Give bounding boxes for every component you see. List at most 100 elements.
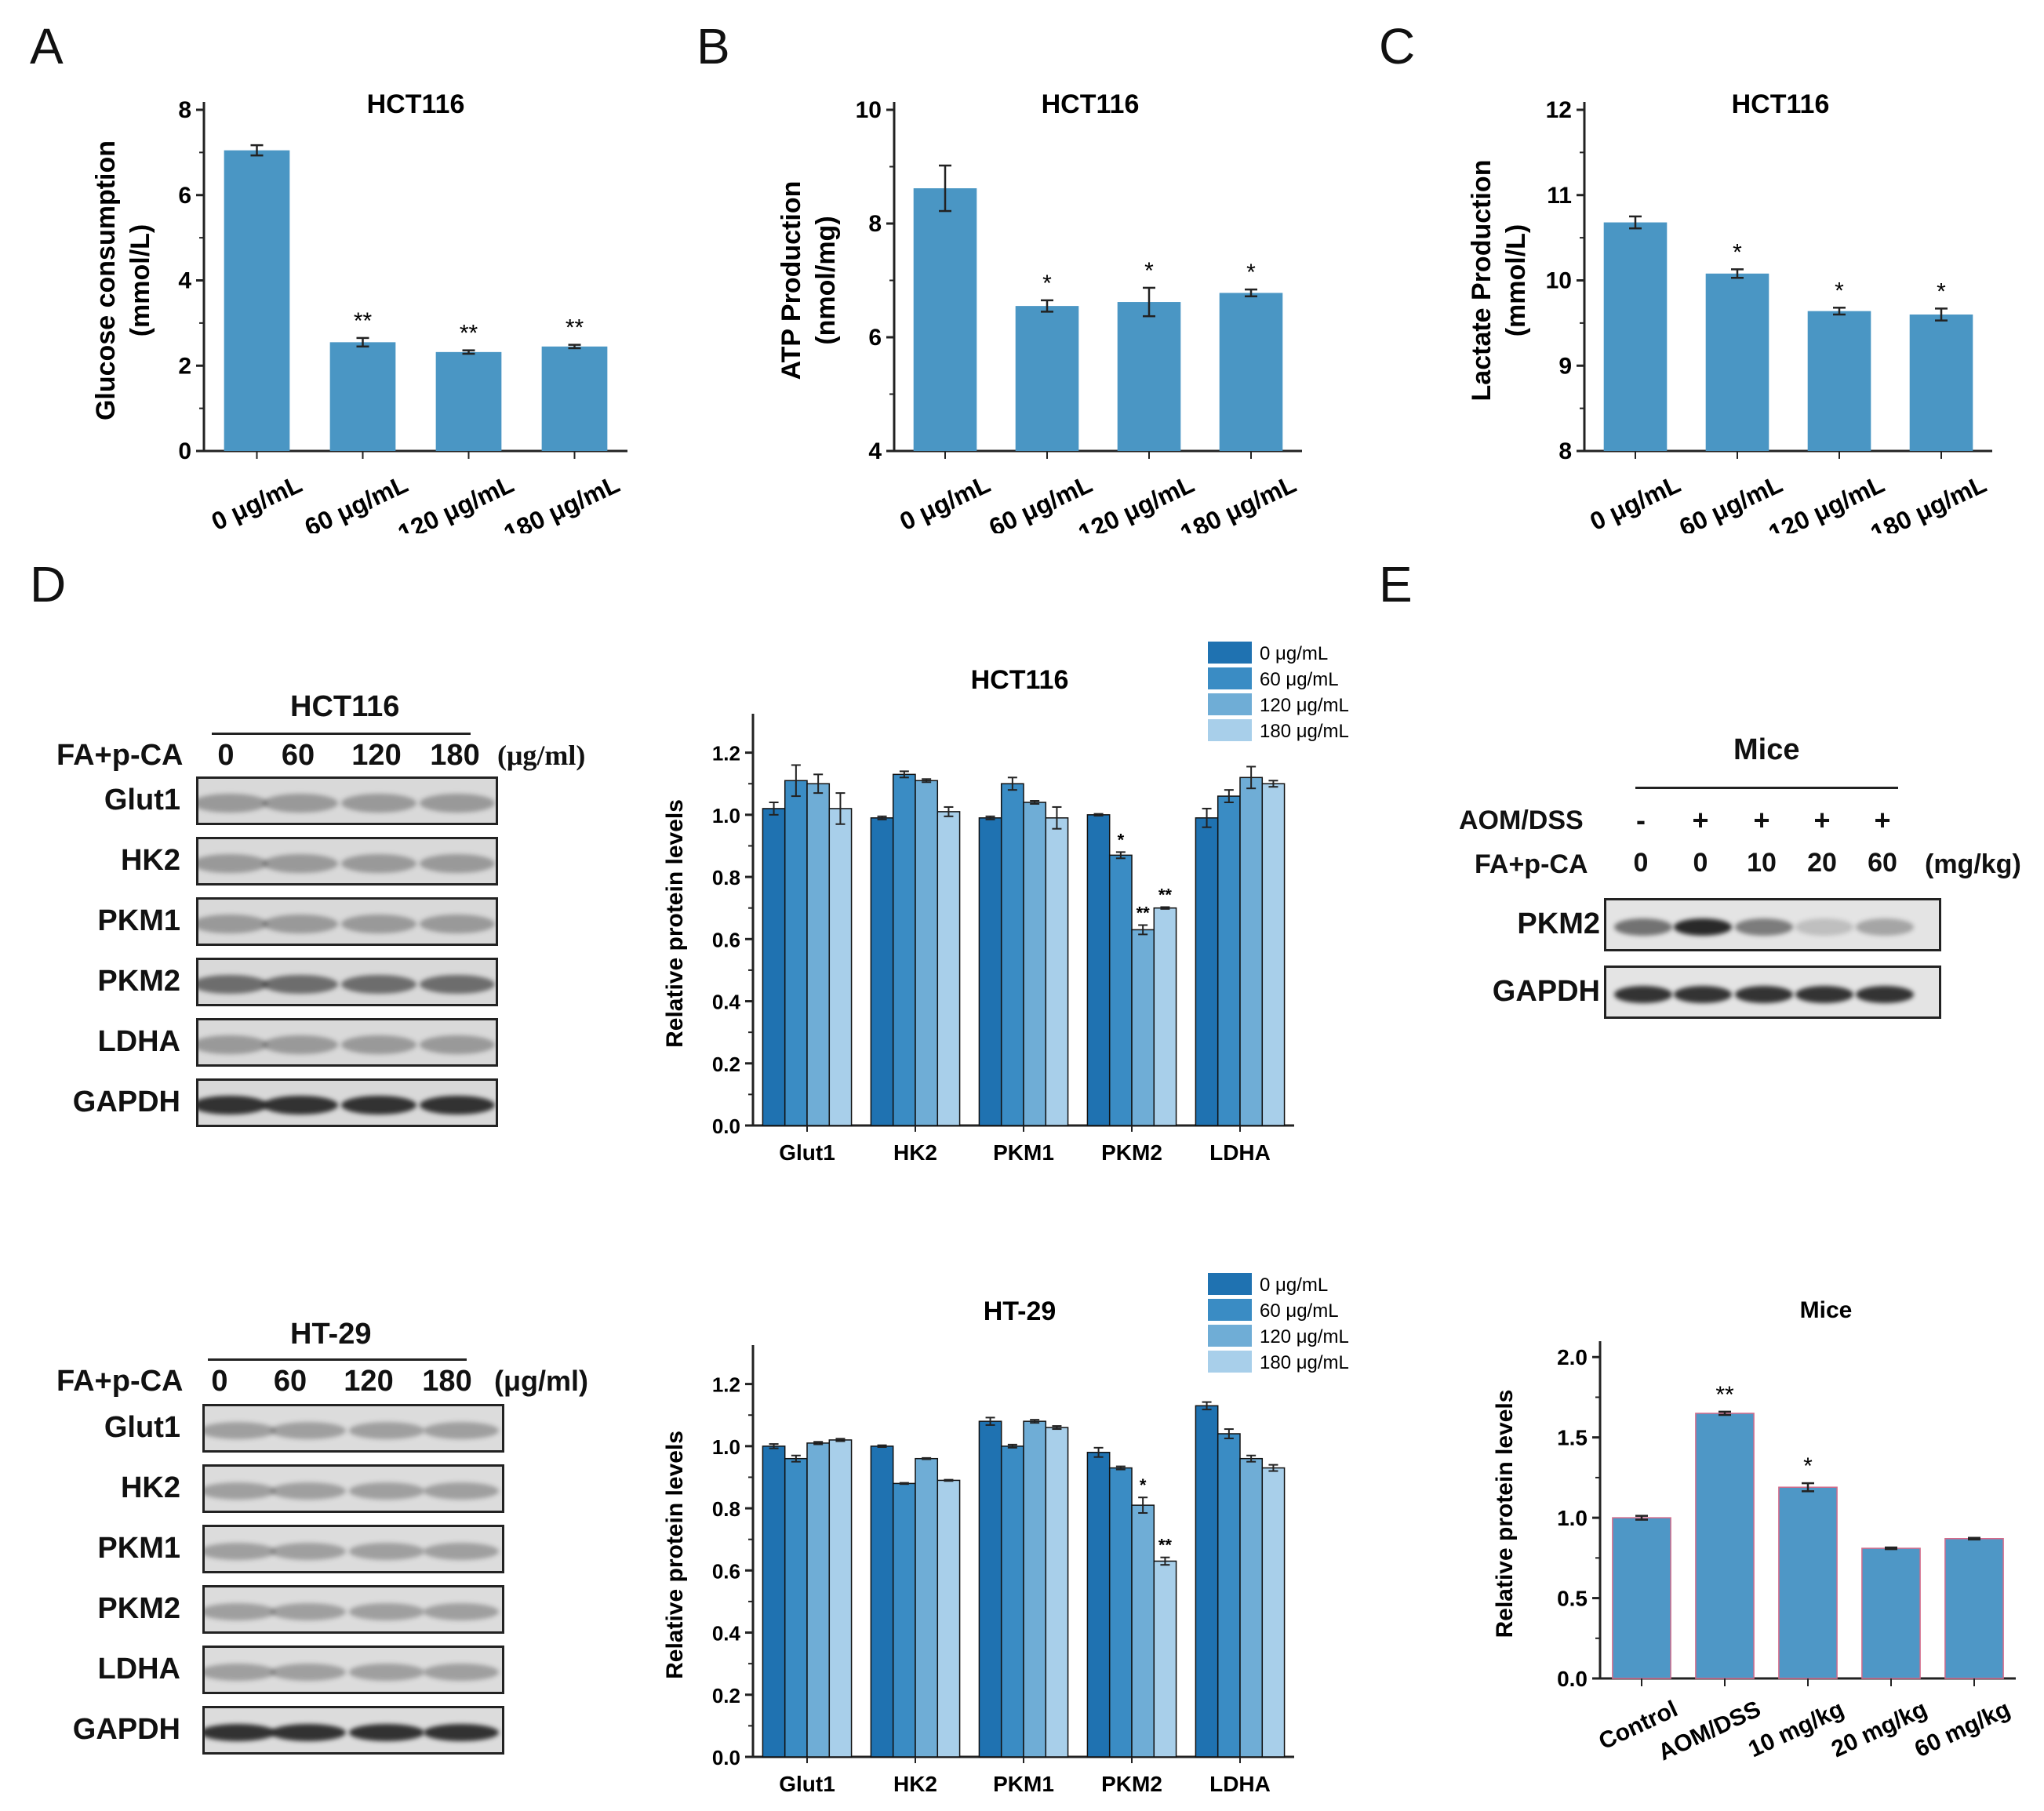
bar	[1023, 1420, 1047, 1758]
bar	[892, 1482, 916, 1758]
lane-label: 180	[430, 739, 480, 772]
blot-title: HT-29	[290, 1318, 372, 1351]
blot-band	[198, 975, 267, 994]
blot-row-label: LDHA	[97, 1653, 180, 1686]
blot-band	[424, 1422, 499, 1439]
blot-strip-hk2	[202, 1464, 504, 1513]
blot-row-label: HK2	[120, 844, 180, 877]
blot-row-label: HK2	[120, 1471, 180, 1504]
bar	[1217, 795, 1241, 1126]
blot-band	[205, 1422, 275, 1439]
y-tick-label: 0.0	[712, 1746, 740, 1769]
bar	[329, 342, 396, 451]
x-tick-label: PKM2	[1101, 1140, 1162, 1165]
blot-row-label: GAPDH	[72, 1086, 180, 1118]
bar	[915, 1457, 939, 1758]
blot-mice: Mice AOM/DSS FA+p-CA - + + + + 0 0 10 20 60 (mg/…	[1451, 733, 2039, 1031]
significance-label: *	[1835, 278, 1844, 304]
bar	[1217, 1433, 1241, 1758]
blot-band	[420, 1096, 495, 1115]
x-tick-label: LDHA	[1209, 1140, 1271, 1165]
bar	[1000, 783, 1024, 1126]
blot-band	[424, 1543, 499, 1560]
bar	[1944, 1538, 2004, 1679]
blot-row-label: GAPDH	[1492, 975, 1600, 1008]
bar	[1219, 293, 1283, 451]
legend-swatch	[1208, 1351, 1252, 1373]
blot-row-label: Glut1	[104, 784, 180, 816]
y-tick-label: 9	[1558, 353, 1572, 379]
y-tick-label: 6	[868, 325, 882, 351]
blot-title-line	[1635, 787, 1898, 789]
chart-title: HCT116	[367, 89, 465, 119]
legend-swatch	[1208, 719, 1252, 741]
aom-dss-mark: +	[1692, 804, 1709, 836]
blot-band	[341, 1096, 416, 1115]
dose-label: 0	[1693, 848, 1708, 878]
bar	[1195, 817, 1219, 1126]
y-tick-label: 1.0	[712, 804, 740, 827]
y-tick-label: 0.8	[712, 1497, 740, 1521]
bar	[1261, 783, 1286, 1126]
chart-title: HCT116	[1732, 89, 1830, 119]
x-tick-label: HK2	[893, 1140, 937, 1165]
unit-label: (μg/ml)	[494, 1365, 589, 1397]
dose-label: 0	[1633, 848, 1649, 878]
blot-strip-gapdh	[1604, 966, 1941, 1019]
x-tick-label: 0 μg/mL	[207, 470, 306, 533]
y-tick-label: 2.0	[1557, 1345, 1588, 1369]
bar	[224, 150, 290, 451]
treatment-label: FA+p-CA	[1475, 849, 1588, 879]
blot-band	[198, 1035, 267, 1054]
blot-band	[205, 1603, 275, 1620]
blot-title-line	[208, 1358, 467, 1361]
legend-swatch	[1208, 642, 1252, 664]
legend-label: 120 μg/mL	[1260, 695, 1349, 716]
legend-label: 180 μg/mL	[1260, 1352, 1349, 1373]
blot-band	[263, 794, 338, 813]
bar	[784, 780, 808, 1126]
blot-band	[1795, 986, 1853, 1003]
blot-band	[349, 1603, 424, 1620]
y-tick-label: 10	[1546, 268, 1572, 294]
blot-strip-ldha	[196, 1018, 498, 1067]
x-tick-label: 0 μg/mL	[1586, 470, 1685, 533]
significance-label: **	[1158, 1536, 1173, 1555]
blot-band	[341, 915, 416, 933]
bar	[784, 1457, 808, 1758]
blot-band	[424, 1724, 499, 1741]
blot-band	[1674, 986, 1732, 1003]
blot-band	[341, 1035, 416, 1054]
y-tick-label: 0.8	[712, 866, 740, 889]
blot-strip-hk2	[196, 837, 498, 885]
significance-label: **	[1715, 1382, 1734, 1408]
aom-dss-mark: -	[1636, 804, 1646, 836]
blot-band	[349, 1724, 424, 1741]
dose-label: 20	[1807, 848, 1837, 878]
blot-treatment-label: FA+p-CA	[56, 1365, 184, 1398]
bar	[1909, 315, 1973, 451]
blot-row-label: PKM2	[97, 1592, 180, 1625]
aom-dss-label: AOM/DSS	[1459, 805, 1584, 835]
panel-letter-a: A	[30, 18, 64, 75]
significance-label: *	[1246, 260, 1256, 285]
blot-band	[205, 1664, 275, 1681]
blot-band	[1795, 918, 1853, 936]
panel-letter-d: D	[30, 556, 67, 613]
y-axis-unit: (nmol/mg)	[811, 216, 841, 344]
blot-strip-gapdh	[196, 1078, 498, 1127]
legend-label: 60 μg/mL	[1260, 1300, 1339, 1322]
x-tick-label: 180 μg/mL	[1866, 470, 1991, 533]
blot-band	[341, 975, 416, 994]
bar	[1807, 311, 1871, 451]
aom-dss-mark: +	[1874, 804, 1891, 836]
significance-label: *	[1140, 1475, 1147, 1495]
y-tick-label: 0.4	[712, 1622, 741, 1646]
chart-glucose-consumption: 0 2 4 6 8 HCT116 Glucose consumption (mmol/L) 0 …	[91, 89, 627, 533]
blot-strip-glut1	[196, 776, 498, 825]
x-tick-label: 60 mg/kg	[1911, 1696, 2014, 1762]
blot-band	[263, 1096, 338, 1115]
bar	[1153, 907, 1177, 1126]
blot-band	[424, 1664, 499, 1681]
bar	[1045, 1427, 1069, 1758]
